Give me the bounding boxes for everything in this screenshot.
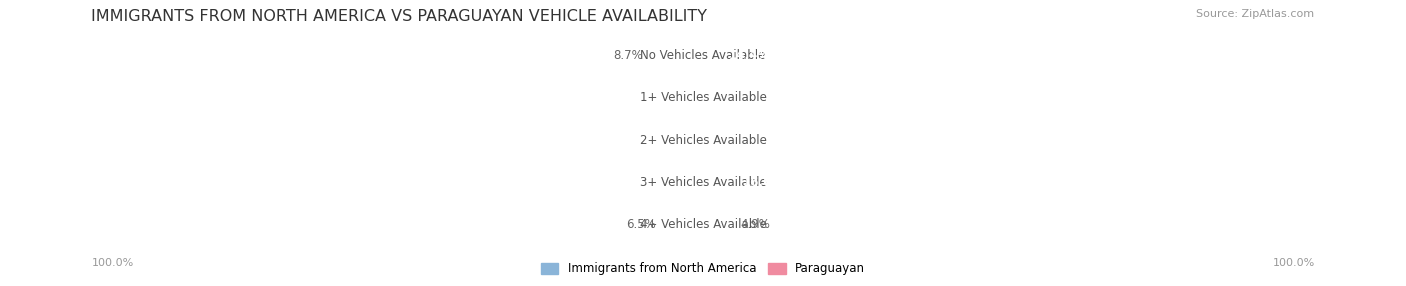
Text: 57.5%: 57.5% — [373, 134, 413, 147]
Text: No Vehicles Available: No Vehicles Available — [640, 49, 766, 62]
Text: 100.0%: 100.0% — [1272, 258, 1315, 268]
Text: 6.5%: 6.5% — [627, 218, 657, 231]
Text: 4+ Vehicles Available: 4+ Vehicles Available — [640, 218, 766, 231]
Text: 85.7%: 85.7% — [1166, 91, 1206, 104]
Text: 20.2%: 20.2% — [600, 176, 641, 189]
Text: 8.7%: 8.7% — [613, 49, 643, 62]
Text: 16.6%: 16.6% — [742, 176, 783, 189]
Text: Source: ZipAtlas.com: Source: ZipAtlas.com — [1197, 9, 1315, 19]
Text: 2+ Vehicles Available: 2+ Vehicles Available — [640, 134, 766, 147]
Text: 14.4%: 14.4% — [728, 49, 770, 62]
Text: IMMIGRANTS FROM NORTH AMERICA VS PARAGUAYAN VEHICLE AVAILABILITY: IMMIGRANTS FROM NORTH AMERICA VS PARAGUA… — [91, 9, 707, 23]
Text: 91.4%: 91.4% — [165, 91, 207, 104]
Legend: Immigrants from North America, Paraguayan: Immigrants from North America, Paraguaya… — [536, 258, 870, 280]
Text: 1+ Vehicles Available: 1+ Vehicles Available — [640, 91, 766, 104]
Text: 4.9%: 4.9% — [740, 218, 770, 231]
Text: 50.3%: 50.3% — [949, 134, 990, 147]
Text: 3+ Vehicles Available: 3+ Vehicles Available — [640, 176, 766, 189]
Text: 100.0%: 100.0% — [91, 258, 134, 268]
